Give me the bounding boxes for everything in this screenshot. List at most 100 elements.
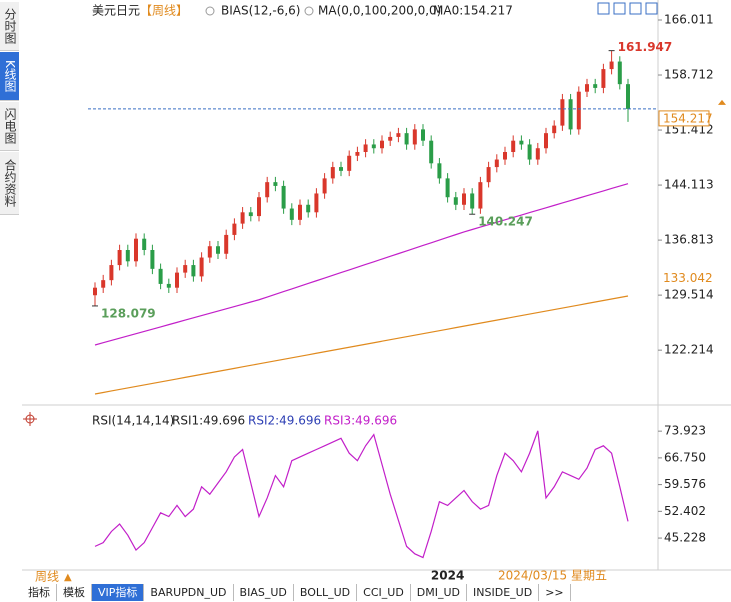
rsi-line [94,430,629,559]
candle-body [207,246,212,258]
candle-body [388,136,393,141]
candle-body [396,133,401,137]
candle-body [494,159,499,168]
candle-body [363,144,368,152]
toolbar-icons[interactable] [597,2,658,15]
candle-body [404,133,409,145]
candle-body [560,99,565,126]
ma-line [94,295,629,395]
y-tick-label: 66.750 [664,450,706,464]
candle-body [421,129,425,141]
candle-body [478,182,483,209]
indicator-tab[interactable]: DMI_UD [411,584,468,601]
rsi-title: RSI(14,14,14) [92,414,174,428]
candle-body [322,178,327,194]
candle-body [568,99,573,130]
candle-body [429,140,434,164]
candle-body [224,234,229,254]
indicator-tabs: 指标 模板 VIP指标 BARUPDN_UD BIAS_UD BOLL_UD CCI_UD D… [22,584,571,602]
candle-body [380,140,384,149]
candle-body [191,265,196,277]
period: 【周线】 [140,4,188,18]
candle-body [134,238,138,262]
rsi-readout: RSI3:49.696 [324,414,397,428]
candle-body [273,182,278,186]
ma0: MA0:154.217 [433,4,513,18]
candle-body [626,84,630,109]
icon-add[interactable] [304,6,314,16]
candle-body [306,204,311,213]
candle-body [576,91,581,130]
y-tick-label: 144.113 [664,178,714,192]
candle-body [125,250,130,262]
candle-body [511,140,516,152]
y-tick-label: 136.813 [664,233,714,247]
price-arrow [718,99,726,105]
candle-body [216,246,220,254]
candle-body [486,167,491,183]
indicator-tab[interactable]: 指标 [22,584,57,601]
indicator-tab[interactable]: INSIDE_UD [467,584,540,601]
annotation: 128.079 [101,306,156,320]
candle-body [552,125,557,134]
period-tag[interactable]: 周线 [35,570,59,584]
candle-body [355,152,360,156]
candle-body [101,280,106,288]
tab-flash[interactable]: 闪电图 [0,102,19,151]
ma-params: MA(0,0,100,200,0,0) [318,4,441,18]
candle-body [150,250,155,269]
indicator-tab[interactable]: BOLL_UD [294,584,358,601]
candle-body [166,283,171,288]
candle-body [609,61,614,70]
ma-line [94,183,629,346]
candle-body [527,144,532,160]
candle-body [601,69,606,88]
indicator-tab[interactable]: >> [539,584,571,601]
candle-body [453,197,458,205]
candle-body [462,193,466,205]
candle-body [314,193,319,213]
candle-body [470,193,475,209]
candle-body [437,163,442,179]
symbol: 美元日元 [92,4,140,18]
price-box [658,110,710,127]
candle-body [175,272,179,288]
price-label: 154.217 [663,111,713,125]
candle-body [503,152,507,160]
candle-body [248,212,253,217]
y-tick-label: 73.923 [664,424,706,438]
indicator-tab[interactable]: BARUPDN_UD [144,584,234,601]
rsi-icon[interactable] [23,412,37,426]
period-arrow[interactable]: ▲ [64,572,72,583]
tab-contract[interactable]: 合约资料 [0,152,19,215]
indicator-tab[interactable]: BIAS_UD [234,584,294,601]
candle-body [199,257,204,277]
candle-body [330,167,335,179]
y-tick-label: 52.402 [664,504,706,518]
candle-body [298,204,302,220]
annotation: 161.947 [618,40,673,54]
candle-body [257,197,261,217]
ma-label: 133.042 [663,271,713,285]
candle-body [519,140,524,145]
indicator: BIAS(12,-6,6) [221,4,300,18]
indicator-tab[interactable]: CCI_UD [357,584,411,601]
indicator-tab[interactable]: 模板 [57,584,92,601]
tab-kline[interactable]: K线图 [0,52,19,101]
x-tick-label: 2024 [431,569,464,583]
candle-body [117,250,122,266]
cursor-date: 2024/03/15 星期五 [498,569,607,583]
indicator-tab[interactable]: VIP指标 [92,584,145,601]
y-tick-label: 166.011 [664,12,714,26]
candle-body [412,129,417,145]
icon-add[interactable] [205,6,215,16]
candle-body [281,185,286,209]
candle-body [347,155,352,171]
y-tick-label: 122.214 [664,343,714,357]
candle-body [109,265,114,281]
rsi-readout: RSI2:49.696 [248,414,321,428]
candle-body [289,208,294,220]
candle-body [183,265,188,273]
tab-timeshare[interactable]: 分时图 [0,2,19,51]
